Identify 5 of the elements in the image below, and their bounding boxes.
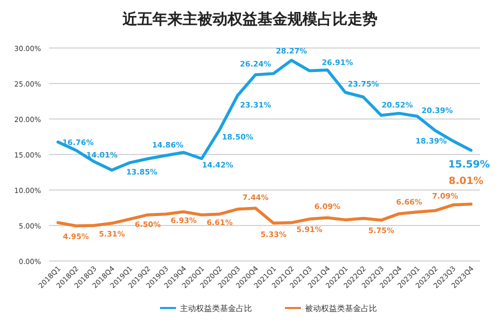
chart-title: 近五年来主被动权益基金规模占比走势 — [122, 10, 378, 28]
data-label: 8.01% — [448, 176, 484, 188]
legend-label: 被动权益类基金占比 — [305, 304, 377, 313]
data-label: 15.59% — [448, 159, 490, 170]
legend-label: 主动权益类基金占比 — [180, 304, 252, 313]
